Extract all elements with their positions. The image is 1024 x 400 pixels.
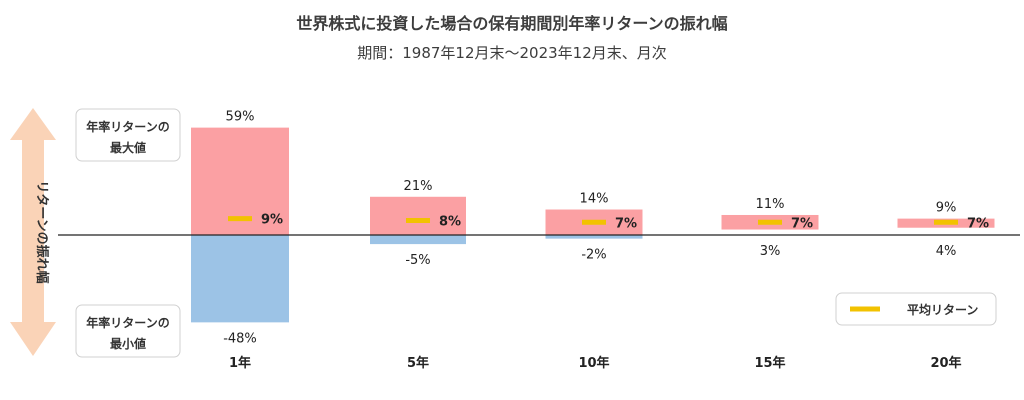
min-value-label: 4% — [936, 244, 957, 259]
min-label-line2: 最小値 — [110, 336, 146, 351]
min-value-label: -2% — [581, 248, 606, 263]
legend-label: 平均リターン — [907, 302, 978, 317]
max-label-line2: 最大値 — [110, 140, 146, 155]
range-arrow-icon — [10, 108, 56, 356]
min-label-line1: 年率リターンの — [86, 315, 169, 330]
min-value-label: -5% — [405, 253, 430, 268]
average-return-label: 9% — [261, 213, 283, 228]
max-label-box — [75, 108, 181, 162]
max-label-line1: 年率リターンの — [86, 119, 169, 134]
range-bar-min — [545, 235, 643, 239]
max-value-label: 11% — [756, 197, 785, 212]
average-return-label: 7% — [967, 216, 989, 231]
category-label: 20年 — [930, 355, 961, 371]
max-value-label: 14% — [580, 192, 609, 207]
chart-marks: 9% 59% -48% 1年 8% 21% -5% 5年 7% 14% -2% 10年 7% 11% 3% 1… — [191, 110, 995, 371]
category-label: 5年 — [407, 355, 429, 371]
min-value-label: -48% — [223, 331, 257, 346]
range-bar-min — [191, 235, 289, 323]
category-label: 1年 — [229, 355, 251, 371]
max-value-label: 9% — [936, 201, 957, 216]
category-label: 15年 — [754, 355, 785, 371]
average-return-label: 7% — [791, 216, 813, 231]
category-label: 10年 — [578, 355, 609, 371]
chart-title: 世界株式に投資した場合の保有期間別年率リターンの振れ幅 — [296, 14, 728, 33]
side-label: リターンの振れ幅 — [34, 180, 50, 283]
legend-box — [835, 292, 997, 326]
max-value-label: 59% — [226, 110, 255, 125]
max-value-label: 21% — [404, 179, 433, 194]
average-return-label: 7% — [615, 216, 637, 231]
chart-subtitle: 期間：1987年12月末～2023年12月末、月次 — [357, 44, 667, 62]
range-bar-max — [370, 196, 466, 235]
average-return-label: 8% — [439, 214, 461, 229]
range-bar-min — [370, 235, 466, 245]
min-value-label: 3% — [760, 244, 781, 259]
min-label-box — [75, 304, 181, 358]
